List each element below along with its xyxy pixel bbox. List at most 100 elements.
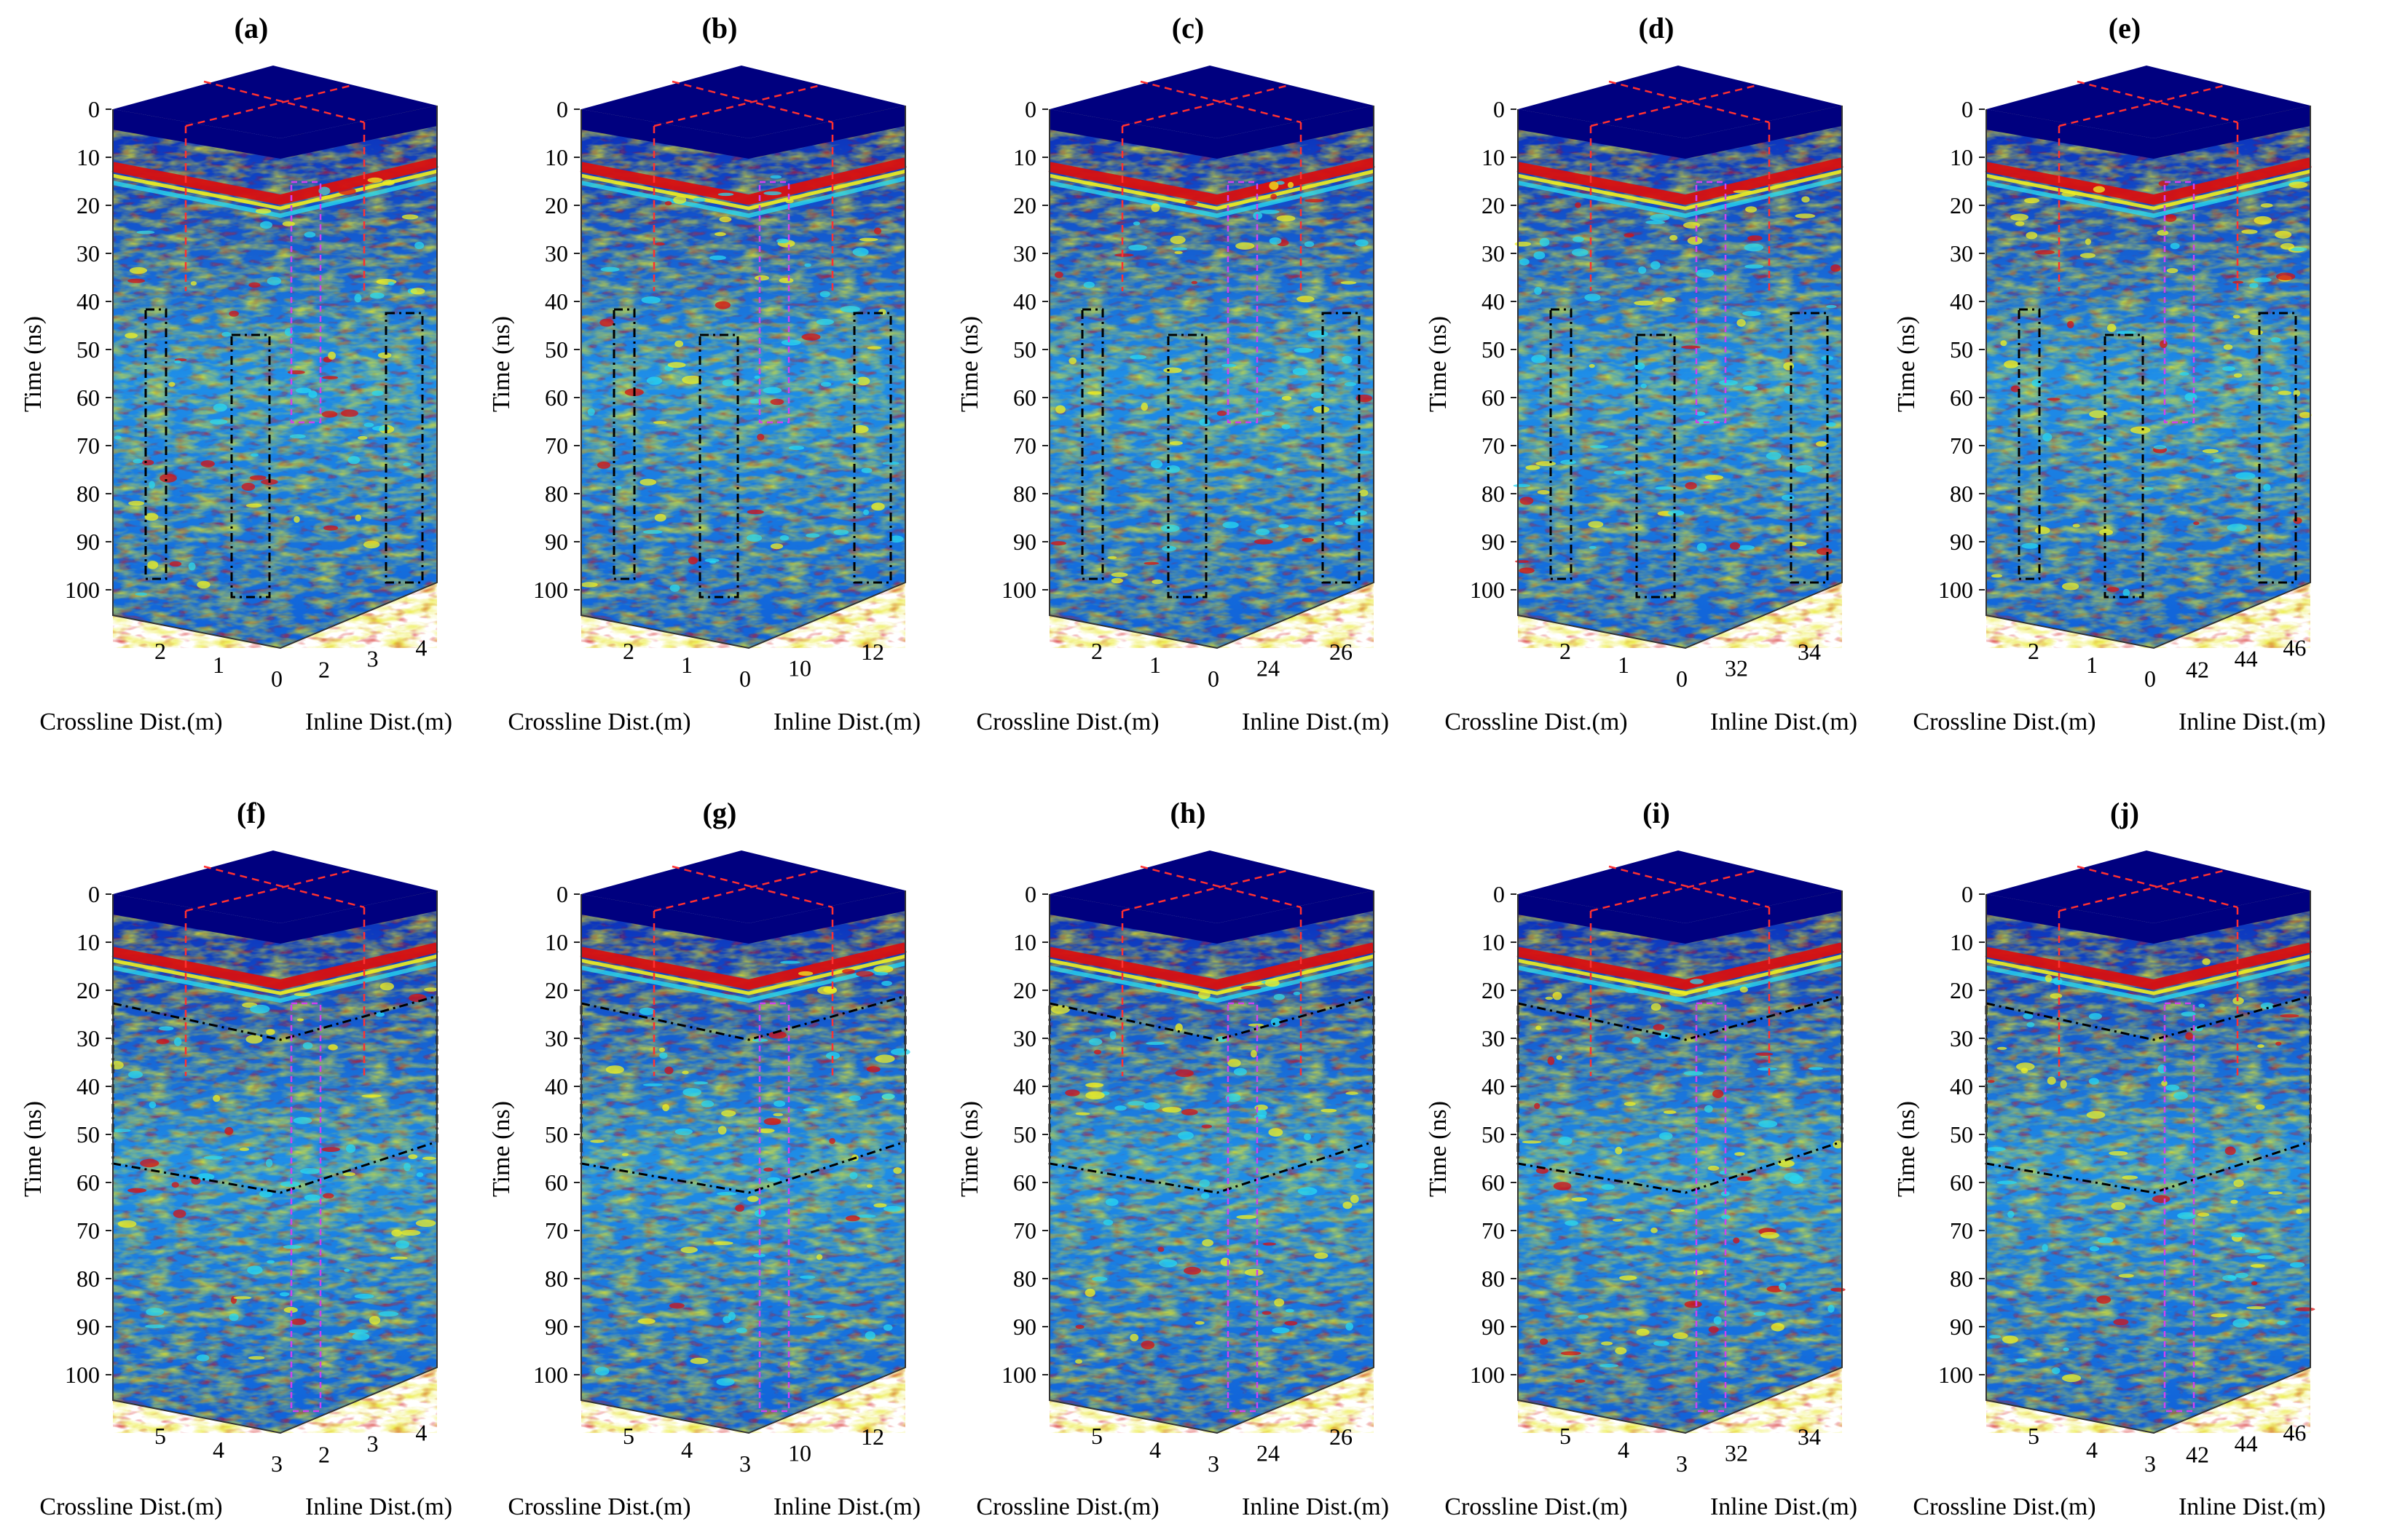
texture-blob xyxy=(1075,1112,1090,1115)
texture-blob xyxy=(1151,203,1160,213)
texture-blob xyxy=(600,266,620,272)
texture-blob xyxy=(2034,250,2055,255)
texture-blob xyxy=(2052,1367,2061,1375)
texture-blob xyxy=(825,1051,841,1059)
crossline-tick-label: 1 xyxy=(1618,652,1629,678)
texture-blob xyxy=(1826,304,1837,309)
time-tick-label: 100 xyxy=(533,1362,568,1388)
texture-blob xyxy=(1560,459,1576,465)
panel-label: (a) xyxy=(235,12,269,44)
texture-blob xyxy=(248,282,261,288)
texture-blob xyxy=(746,534,763,542)
texture-blob xyxy=(287,370,305,375)
left-face-texture xyxy=(1986,894,2154,1433)
time-tick-label: 90 xyxy=(1950,1314,1973,1340)
texture-blob xyxy=(1276,181,1285,185)
texture-blob xyxy=(348,1329,369,1334)
texture-blob xyxy=(597,462,610,469)
texture-blob xyxy=(1771,1322,1784,1332)
texture-blob xyxy=(2270,337,2281,343)
texture-blob xyxy=(174,1037,182,1046)
inline-tick-label: 2 xyxy=(318,657,330,683)
texture-blob xyxy=(1640,383,1647,389)
texture-blob xyxy=(265,1158,273,1168)
inline-tick-label: 4 xyxy=(415,635,427,661)
texture-blob xyxy=(2079,253,2095,258)
time-tick-label: 20 xyxy=(76,192,100,218)
texture-blob xyxy=(823,986,837,993)
texture-blob xyxy=(1991,574,2003,578)
time-tick-label: 20 xyxy=(1013,192,1036,218)
texture-blob xyxy=(658,1047,666,1052)
texture-blob xyxy=(1304,1133,1312,1141)
texture-blob xyxy=(1085,1082,1104,1088)
anomaly-box xyxy=(2018,308,2041,580)
air-band-right xyxy=(2154,106,2310,159)
texture-blob xyxy=(2062,1374,2082,1383)
texture-blob xyxy=(1784,386,1794,394)
texture-blob xyxy=(328,351,336,360)
texture-blob xyxy=(2061,583,2079,591)
texture-blob xyxy=(1087,391,1103,395)
crossline-tick-label: 4 xyxy=(213,1437,224,1463)
texture-blob xyxy=(367,177,383,183)
top-face xyxy=(581,850,905,923)
texture-blob xyxy=(1734,1152,1745,1156)
time-tick-label: 90 xyxy=(545,1314,568,1340)
texture-blob xyxy=(1261,411,1275,416)
texture-blob xyxy=(1170,235,1186,245)
texture-blob xyxy=(422,1156,436,1161)
texture-blob xyxy=(1272,1327,1290,1334)
texture-blob xyxy=(1255,529,1270,535)
surface-reflection-halo2 xyxy=(112,961,438,1003)
texture-blob xyxy=(2213,459,2224,462)
time-tick-label: 50 xyxy=(1481,1121,1505,1148)
inline-tick-label: 34 xyxy=(1798,639,1821,665)
texture-blob xyxy=(639,478,657,486)
texture-blob xyxy=(1284,1321,1298,1326)
texture-blob xyxy=(754,375,760,379)
air-band-left xyxy=(581,894,749,944)
left-face-texture xyxy=(1518,109,1685,648)
texture-blob xyxy=(1050,1005,1070,1014)
inline-tick-label: 32 xyxy=(1725,655,1748,681)
texture-blob xyxy=(2245,1249,2260,1253)
texture-blob xyxy=(2289,1262,2305,1268)
anomaly-box xyxy=(230,333,271,599)
air-band-left xyxy=(1518,109,1685,159)
texture-blob xyxy=(1358,489,1369,497)
texture-blob xyxy=(2230,1232,2246,1238)
inline-title: Inline Dist.(m) xyxy=(305,1493,452,1520)
texture-blob xyxy=(1293,991,1301,995)
texture-blob xyxy=(1191,280,1197,285)
y-axis-title: Time (ns) xyxy=(488,316,515,412)
texture-blob xyxy=(1235,242,1255,250)
magenta-box xyxy=(290,1002,322,1413)
texture-blob xyxy=(358,435,368,440)
magenta-box xyxy=(758,181,790,424)
texture-blob xyxy=(318,186,331,195)
left-face-texture xyxy=(1986,109,2154,648)
time-tick-label: 70 xyxy=(1950,433,1973,459)
texture-blob xyxy=(755,275,769,281)
texture-blob xyxy=(1535,461,1556,467)
surface-reflection-halo xyxy=(112,954,438,995)
time-tick-label: 80 xyxy=(1013,1265,1036,1292)
air-band-right xyxy=(1217,106,1374,159)
texture-blob xyxy=(779,535,790,541)
surface-reflection xyxy=(580,942,907,990)
texture-blob xyxy=(1519,567,1535,574)
texture-blob xyxy=(1825,422,1836,427)
top-crossline-marker xyxy=(1590,869,1755,912)
texture-blob xyxy=(2047,398,2061,401)
texture-blob xyxy=(2099,529,2113,536)
texture-blob xyxy=(664,1066,674,1075)
texture-blob xyxy=(1755,1052,1774,1056)
texture-blob xyxy=(1525,465,1540,470)
anomaly-box xyxy=(853,312,892,584)
texture-blob xyxy=(1050,541,1066,546)
time-tick-label: 100 xyxy=(1470,577,1505,603)
texture-blob xyxy=(851,425,869,433)
texture-blob xyxy=(749,398,761,404)
texture-blob xyxy=(1356,451,1372,454)
